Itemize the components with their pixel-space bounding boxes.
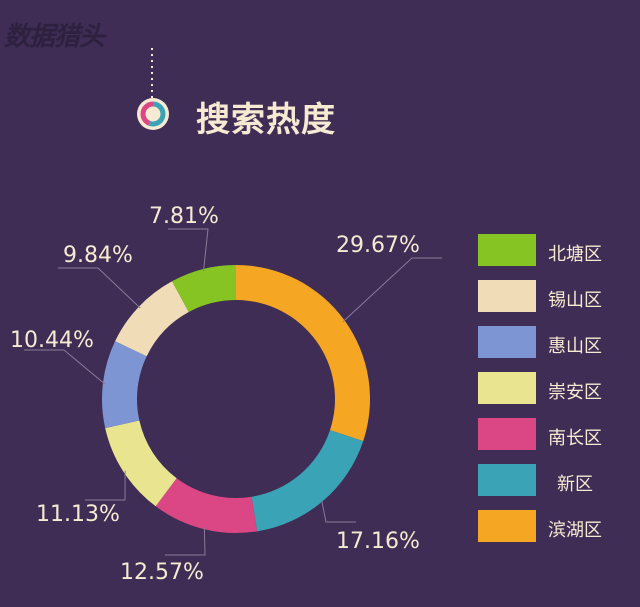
data-label: 9.84% [63, 243, 133, 268]
legend-label: 北塘区 [548, 244, 602, 265]
data-label: 29.67% [336, 233, 420, 258]
data-label: 17.16% [336, 529, 420, 554]
donut-slice [101, 341, 147, 429]
donut-slice [115, 281, 189, 357]
legend-label: 新区 [557, 474, 593, 495]
donut-slice [172, 265, 236, 313]
leader-line [321, 499, 356, 523]
leader-line [168, 228, 209, 272]
legend-swatch [478, 464, 536, 496]
legend-swatch [478, 326, 536, 358]
data-label: 7.81% [149, 204, 219, 229]
legend-item-binhu: 滨湖区 [478, 510, 638, 542]
data-label: 10.44% [10, 328, 94, 353]
logo-watermark: 数据猎头 [4, 22, 105, 52]
legend-label: 崇安区 [548, 382, 602, 403]
chart-title: 搜索热度 [196, 100, 336, 140]
legend-item-beitang: 北塘区 [478, 234, 638, 266]
legend-item-huishan: 惠山区 [478, 326, 638, 358]
legend-swatch [478, 234, 536, 266]
leader-line [85, 470, 126, 501]
legend-item-chongan: 崇安区 [478, 372, 638, 404]
legend-item-xishan: 锡山区 [478, 280, 638, 312]
legend-item-xinqu: 新区 [478, 464, 638, 496]
donut-slice [155, 478, 258, 533]
legend-item-nanchang: 南长区 [478, 418, 638, 450]
legend-swatch [478, 372, 536, 404]
leader-line [342, 257, 442, 323]
legend-swatch [478, 280, 536, 312]
legend-label: 惠山区 [548, 336, 602, 357]
donut-slice [236, 265, 370, 442]
data-label: 11.13% [36, 502, 120, 527]
leader-line [24, 349, 106, 385]
legend-label: 锡山区 [548, 290, 602, 311]
data-label: 12.57% [120, 560, 204, 585]
legend-label: 南长区 [548, 428, 602, 449]
donut-slice [251, 430, 364, 532]
legend-label: 滨湖区 [548, 520, 602, 541]
legend-swatch [478, 418, 536, 450]
leader-line [165, 527, 206, 556]
legend-swatch [478, 510, 536, 542]
leader-line [58, 267, 141, 309]
donut-slice [105, 420, 177, 507]
donut-chart-icon [137, 98, 169, 130]
